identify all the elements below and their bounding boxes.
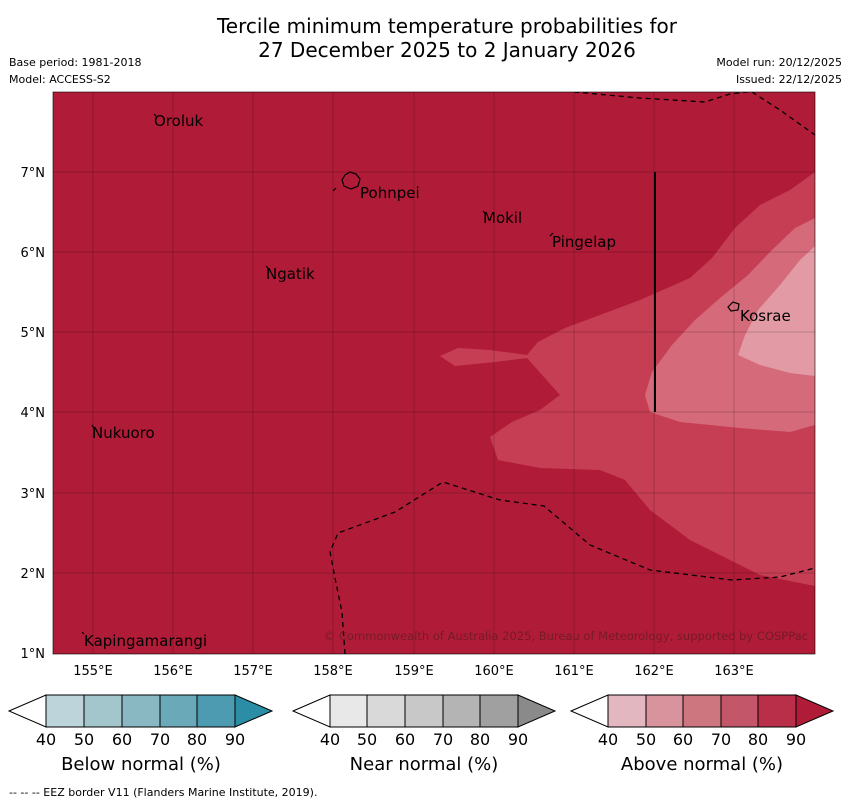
legend-near-swatch (329, 694, 368, 728)
legend-tick: 40 (35, 730, 57, 749)
run-info: Model run: 20/12/2025 Issued: 22/12/2025 (716, 54, 842, 88)
place-oroluk: Oroluk (154, 112, 203, 130)
probability-zone-60-70 (645, 218, 815, 432)
legend-tick: 50 (635, 730, 657, 749)
lat-tick: 2°N (21, 567, 46, 582)
kosrae-island (727, 301, 740, 312)
lon-tick: 162°E (634, 664, 674, 679)
legend-above-label: Above normal (%) (620, 754, 784, 775)
lon-tick: 157°E (233, 664, 273, 679)
legend-below-label: Below normal (%) (61, 754, 221, 775)
legend-below-swatch (121, 694, 161, 728)
chart-title: Tercile minimum temperature probabilitie… (0, 14, 850, 62)
legend-below-extend-high (234, 694, 274, 728)
lat-tick: 3°N (21, 487, 46, 502)
lon-tick: 155°E (73, 664, 113, 679)
legend-near-swatch (404, 694, 444, 728)
legend-near-bar (291, 694, 557, 728)
legend-below-bar (7, 694, 274, 728)
legend-tick: 60 (672, 730, 694, 749)
legend-near-label: Near normal (%) (349, 754, 499, 775)
legend-above-swatch (645, 694, 684, 728)
eez-border (329, 92, 815, 654)
legend-above-swatch (682, 694, 722, 728)
legend-above-extend-low (569, 694, 609, 728)
legend-tick: 40 (597, 730, 619, 749)
legend-below-swatch (45, 694, 85, 728)
lat-tick: 1°N (21, 647, 46, 662)
legend-tick: 80 (747, 730, 769, 749)
probability-zone-50-60 (738, 246, 815, 376)
legend-tick: 60 (394, 730, 416, 749)
place-pingelap: Pingelap (552, 233, 616, 251)
graticule (53, 92, 815, 654)
place-kosrae: Kosrae (740, 307, 791, 325)
place-labels: Oroluk Pohnpei Mokil Pingelap Ngatik Kos… (84, 112, 791, 650)
lat-tick: 4°N (21, 406, 46, 421)
probability-zone-70-80 (440, 172, 815, 586)
legend-below-swatch (83, 694, 123, 728)
legend-below-extend-low (7, 694, 47, 728)
island-outlines (81, 113, 740, 635)
latitude-ticks: 1°N 2°N 3°N 4°N 5°N 6°N 7°N (21, 166, 46, 662)
legend-tick: 90 (507, 730, 529, 749)
legend-tick: 90 (785, 730, 807, 749)
legend-tick: 50 (356, 730, 378, 749)
eez-note: -- -- -- EEZ border V11 (Flanders Marine… (9, 786, 318, 799)
title-line-1: Tercile minimum temperature probabilitie… (216, 14, 678, 38)
legend-above-swatch (607, 694, 647, 728)
legend-tick: 50 (73, 730, 95, 749)
lon-tick: 161°E (554, 664, 594, 679)
longitude-ticks: 155°E 156°E 157°E 158°E 159°E 160°E 161°… (73, 664, 754, 679)
legend-tick: 40 (319, 730, 341, 749)
legend-above-swatch (720, 694, 759, 728)
legend-tick: 80 (186, 730, 208, 749)
copyright-notice: © Commonwealth of Australia 2025, Bureau… (324, 629, 808, 643)
lat-tick: 5°N (21, 326, 46, 341)
lon-tick: 159°E (394, 664, 434, 679)
legend-above-extend-high (795, 694, 835, 728)
place-ngatik: Ngatik (266, 265, 315, 283)
legend-tick: 60 (111, 730, 133, 749)
legend-tick: 70 (432, 730, 454, 749)
model-run: Model run: 20/12/2025 (716, 56, 842, 69)
legend-near-swatch (442, 694, 481, 728)
lat-tick: 7°N (21, 166, 46, 181)
model-name: Model: ACCESS-S2 (9, 73, 111, 86)
legend-near-extend-low (291, 694, 331, 728)
legend-tick: 90 (224, 730, 246, 749)
legend-above-bar (569, 694, 835, 728)
legend-above-swatch (757, 694, 797, 728)
legend-tick: 80 (469, 730, 491, 749)
model-info: Base period: 1981-2018 Model: ACCESS-S2 (9, 54, 141, 88)
map-frame (52, 91, 816, 655)
base-period: Base period: 1981-2018 (9, 56, 142, 69)
lon-tick: 160°E (474, 664, 514, 679)
place-nukuoro: Nukuoro (92, 424, 155, 442)
issued-date: Issued: 22/12/2025 (735, 73, 842, 86)
legend-near-swatch (366, 694, 406, 728)
place-kapingamarangi: Kapingamarangi (84, 632, 207, 650)
lon-tick: 158°E (313, 664, 353, 679)
lon-tick: 163°E (714, 664, 754, 679)
legend-near-extend-high (517, 694, 557, 728)
lat-tick: 6°N (21, 246, 46, 261)
map-area[interactable]: Oroluk Pohnpei Mokil Pingelap Ngatik Kos… (53, 92, 815, 654)
legend-near-swatch (479, 694, 519, 728)
legend-tick: 70 (149, 730, 171, 749)
pohnpei-island (341, 171, 361, 190)
place-pohnpei: Pohnpei (360, 184, 420, 202)
legend-tick: 70 (710, 730, 732, 749)
legend-below-swatch (159, 694, 198, 728)
title-line-2: 27 December 2025 to 2 January 2026 (258, 38, 636, 62)
lon-tick: 156°E (153, 664, 193, 679)
place-mokil: Mokil (483, 209, 522, 227)
legend-below-swatch (196, 694, 236, 728)
